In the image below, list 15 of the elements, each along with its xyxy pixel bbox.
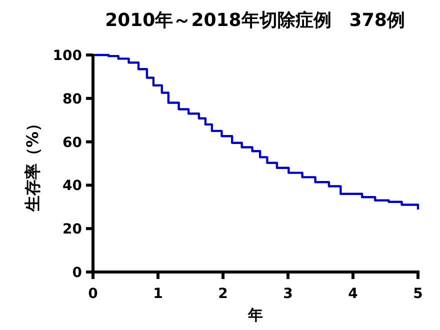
y-tick-label: 60 xyxy=(62,134,82,151)
x-tick-label: 4 xyxy=(348,286,358,302)
y-tick-label: 40 xyxy=(62,178,82,194)
x-axis-title: 年 xyxy=(247,306,263,324)
y-tick-label: 100 xyxy=(52,48,82,64)
chart-title: 2010年～2018年切除症例 378例 xyxy=(105,10,405,31)
y-tick-label: 80 xyxy=(62,91,82,108)
x-tick-label: 3 xyxy=(283,286,293,302)
x-tick-label: 5 xyxy=(413,286,423,302)
y-tick-label: 0 xyxy=(72,265,82,281)
y-axis-title: 生存率（%） xyxy=(23,115,42,213)
y-tick-label: 20 xyxy=(62,222,82,238)
x-tick-label: 0 xyxy=(88,286,98,302)
x-tick-label: 1 xyxy=(153,286,163,302)
x-tick-label: 2 xyxy=(218,286,228,302)
